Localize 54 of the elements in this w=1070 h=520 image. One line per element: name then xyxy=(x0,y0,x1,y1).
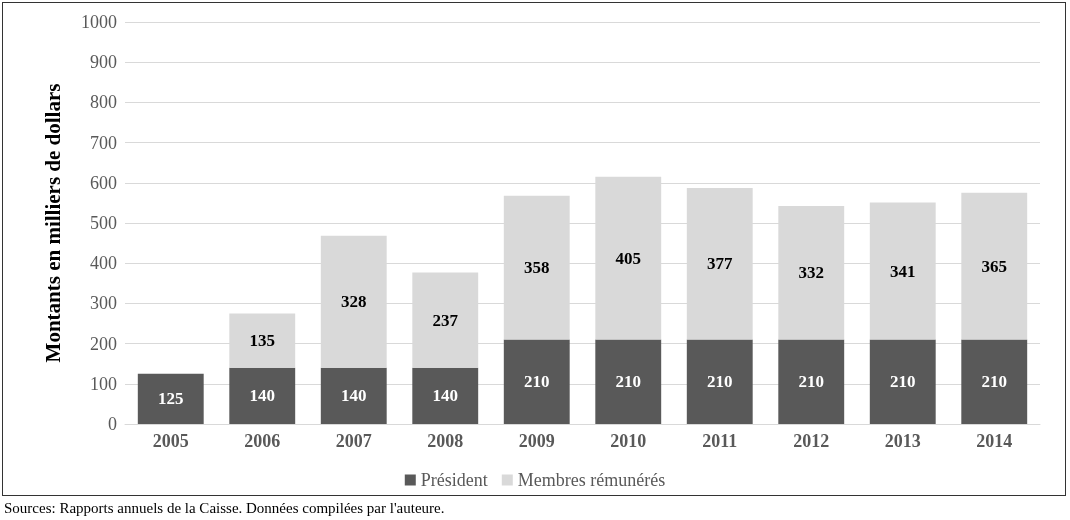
data-label: 405 xyxy=(615,248,641,268)
bar xyxy=(137,373,204,424)
x-tick-label: 2009 xyxy=(518,431,555,451)
bar xyxy=(961,339,1028,424)
y-tick-label: 500 xyxy=(90,213,117,233)
x-tick-label: 2007 xyxy=(335,431,372,451)
bar xyxy=(320,367,387,424)
bar xyxy=(503,339,570,424)
y-tick-label: 600 xyxy=(90,172,117,193)
y-axis-title: Montants en milliers de dollars xyxy=(40,83,65,363)
data-label: 140 xyxy=(341,386,367,406)
y-tick-label: 700 xyxy=(90,132,117,153)
data-label: 140 xyxy=(432,386,458,406)
legend-label: Membres rémunérés xyxy=(517,470,666,490)
data-label: 358 xyxy=(524,258,550,278)
y-tick-label: 200 xyxy=(90,333,117,354)
x-tick-label: 2010 xyxy=(610,431,647,451)
data-label: 377 xyxy=(707,254,733,274)
x-tick-label: 2011 xyxy=(702,431,738,451)
data-label: 125 xyxy=(158,389,184,409)
y-tick-label: 800 xyxy=(90,92,117,113)
data-label: 210 xyxy=(524,372,550,392)
data-label: 341 xyxy=(890,261,916,281)
data-label: 210 xyxy=(615,372,641,392)
data-label: 210 xyxy=(798,372,824,392)
x-tick-label: 2014 xyxy=(976,431,1013,451)
bar xyxy=(412,367,479,424)
source-note: Sources: Rapports annuels de la Caisse. Données compilées par l'auteure. xyxy=(4,499,445,516)
y-tick-label: 0 xyxy=(108,414,117,434)
x-tick-label: 2005 xyxy=(152,431,189,451)
bar xyxy=(778,339,845,424)
data-label: 328 xyxy=(341,292,367,312)
y-tick-label: 900 xyxy=(90,52,117,73)
y-tick-label: 100 xyxy=(90,373,117,394)
y-tick-label: 400 xyxy=(90,253,117,274)
bar xyxy=(595,339,662,424)
x-tick-label: 2006 xyxy=(244,431,281,451)
data-label: 210 xyxy=(981,372,1007,392)
data-label: 365 xyxy=(981,256,1007,276)
x-tick-label: 2008 xyxy=(427,431,464,451)
bar xyxy=(686,339,753,424)
legend-label: Président xyxy=(420,470,488,490)
data-label: 210 xyxy=(707,372,733,392)
x-tick-label: 2013 xyxy=(884,431,921,451)
data-label: 135 xyxy=(249,331,275,351)
y-tick-label: 1000 xyxy=(81,12,117,32)
data-label: 332 xyxy=(798,263,824,283)
x-tick-label: 2012 xyxy=(793,431,830,451)
bar xyxy=(869,339,936,424)
data-label: 140 xyxy=(249,386,275,406)
y-tick-label: 300 xyxy=(90,293,117,314)
data-label: 237 xyxy=(432,310,459,330)
data-label: 210 xyxy=(890,372,916,392)
bar xyxy=(229,367,296,424)
